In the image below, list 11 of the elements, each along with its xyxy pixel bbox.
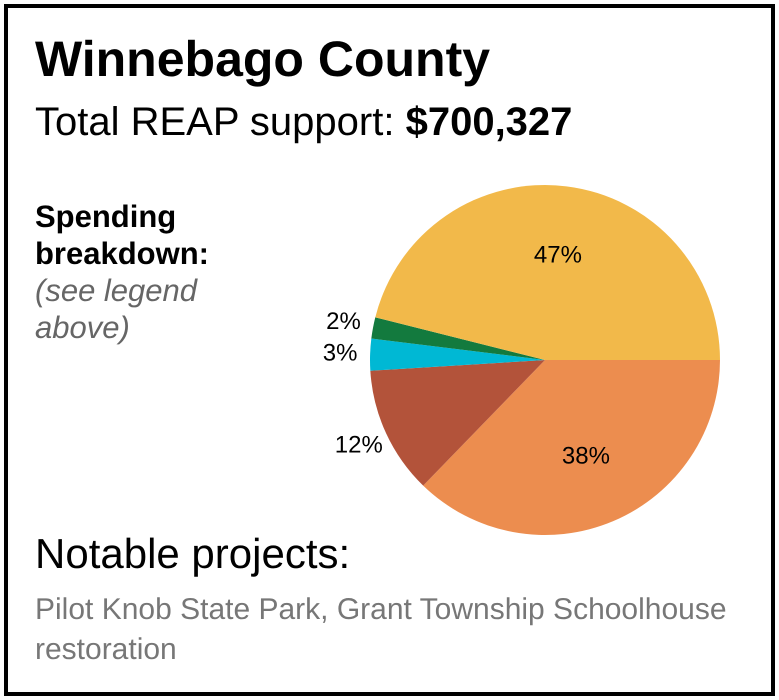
data-label: 38% bbox=[562, 442, 610, 470]
data-label: 3% bbox=[322, 339, 358, 366]
text: (see legend above) bbox=[35, 272, 199, 346]
text: Spending breakdown: bbox=[35, 198, 210, 272]
chart-title: Winnebago County bbox=[35, 30, 490, 88]
text: Notable projects: bbox=[35, 530, 350, 578]
data-label: 12% bbox=[334, 431, 383, 458]
text: Pilot Knob State Park, Grant Township Schoolhouse restoration bbox=[35, 592, 728, 668]
data-label: 2% bbox=[326, 308, 361, 335]
chart-subtitle: Total REAP support: $700,327 bbox=[35, 100, 572, 145]
data-label: 47% bbox=[534, 241, 582, 268]
